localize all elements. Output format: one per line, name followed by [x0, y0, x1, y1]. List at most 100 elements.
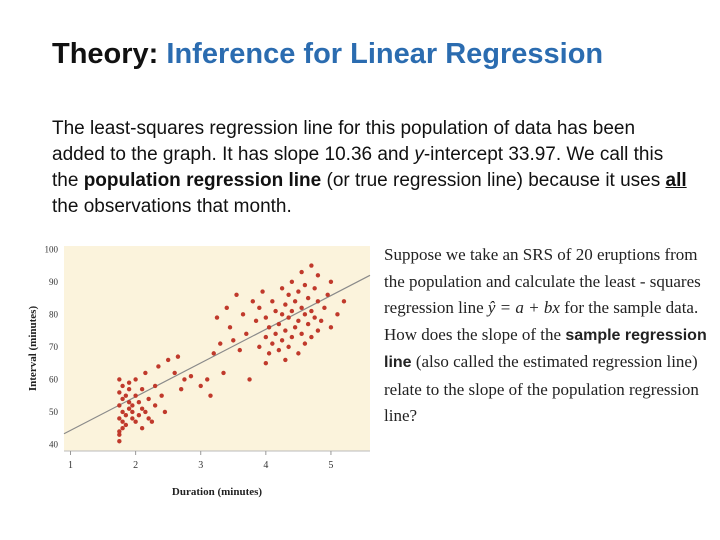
- para-part-3: (or true regression line) because it use…: [321, 170, 666, 191]
- data-point: [283, 302, 288, 307]
- data-point: [312, 286, 317, 291]
- x-axis-label: Duration (minutes): [172, 486, 262, 498]
- data-point: [123, 422, 129, 428]
- data-point: [175, 354, 181, 359]
- data-point: [231, 338, 236, 343]
- data-point: [296, 351, 301, 356]
- data-point: [136, 413, 142, 418]
- data-point: [341, 299, 347, 304]
- data-point: [149, 419, 155, 424]
- data-point: [257, 305, 262, 311]
- y-axis-label: Interval (minutes): [27, 306, 39, 392]
- data-point: [159, 393, 164, 398]
- data-point: [152, 403, 158, 408]
- data-point: [178, 386, 184, 392]
- data-point: [117, 403, 122, 408]
- data-point: [328, 325, 334, 330]
- data-point: [117, 429, 122, 434]
- data-point: [328, 279, 334, 284]
- data-point: [289, 334, 295, 340]
- data-point: [299, 331, 304, 337]
- data-point: [305, 321, 311, 327]
- data-point: [172, 370, 177, 376]
- data-point: [247, 377, 252, 382]
- data-point: [312, 315, 317, 320]
- x-tick-label: 2: [133, 460, 138, 471]
- data-point: [126, 399, 132, 405]
- y-tick-label: 80: [49, 309, 59, 319]
- side-question: Suppose we take an SRS of 20 eruptions f…: [384, 242, 714, 430]
- data-point: [286, 315, 291, 320]
- data-point: [263, 360, 269, 366]
- side-part-3: (also called the estimated regression li…: [384, 352, 699, 425]
- data-point: [120, 419, 125, 424]
- y-tick-label: 40: [49, 439, 59, 449]
- data-point: [126, 380, 132, 385]
- data-point: [133, 393, 138, 398]
- para-all: all: [665, 170, 687, 191]
- data-point: [292, 299, 298, 304]
- data-point: [260, 289, 265, 294]
- data-point: [292, 325, 298, 330]
- data-point: [139, 386, 145, 392]
- data-point: [309, 334, 314, 340]
- y-tick-label: 60: [49, 374, 59, 384]
- x-tick-label: 4: [263, 460, 268, 471]
- data-point: [188, 373, 194, 379]
- title-prefix: Theory:: [52, 38, 167, 70]
- data-point: [165, 357, 171, 363]
- data-point: [270, 341, 275, 346]
- slide-title: Theory: Inference for Linear Regression: [52, 38, 603, 71]
- data-point: [146, 416, 151, 421]
- data-point: [139, 406, 145, 411]
- para-part-2: -intercept 33.97. We call this the: [52, 144, 664, 191]
- data-point: [315, 299, 321, 304]
- data-point: [130, 403, 135, 408]
- x-tick-label: 1: [68, 460, 73, 471]
- data-point: [266, 325, 272, 330]
- data-point: [286, 292, 291, 298]
- data-point: [227, 325, 233, 330]
- data-point: [279, 286, 285, 291]
- data-point: [152, 383, 158, 389]
- side-bold-term: sample regression line: [384, 326, 707, 372]
- x-tick-label: 3: [198, 460, 203, 471]
- para-part-1: The least-squares regression line for th…: [52, 118, 636, 165]
- data-point: [279, 338, 285, 343]
- x-tick-label: 5: [328, 460, 333, 471]
- para-part-4: the observations that month.: [52, 196, 292, 217]
- data-point: [198, 383, 203, 389]
- data-point: [218, 341, 223, 346]
- data-point: [126, 386, 132, 392]
- scatter-chart: 1 2 3 4 5 40 50 60 70 80 90 100 Duration (minutes) In…: [27, 244, 371, 498]
- data-point: [123, 393, 129, 398]
- data-point: [117, 377, 122, 382]
- data-point: [299, 269, 304, 275]
- data-point: [120, 383, 125, 389]
- data-point: [257, 344, 262, 350]
- data-point: [208, 393, 213, 398]
- title-main: Inference for Linear Regression: [166, 38, 604, 70]
- data-point: [309, 308, 314, 314]
- data-point: [296, 289, 301, 294]
- data-point: [133, 377, 138, 382]
- data-point: [253, 318, 259, 324]
- data-point: [302, 341, 308, 346]
- para-bold-term: population regression line: [83, 170, 322, 191]
- data-point: [286, 344, 291, 350]
- data-point: [244, 331, 249, 337]
- data-point: [123, 413, 129, 418]
- side-part-2: for the sample data. How does the slope …: [384, 298, 699, 344]
- data-point: [214, 315, 220, 320]
- data-point: [234, 292, 239, 298]
- data-point: [221, 370, 226, 376]
- y-tick-label: 100: [45, 244, 59, 254]
- data-point: [205, 377, 210, 382]
- data-point: [289, 308, 295, 314]
- data-point: [263, 315, 269, 320]
- data-point: [237, 347, 242, 353]
- data-point: [283, 328, 288, 333]
- data-point: [139, 426, 145, 431]
- data-point: [279, 312, 285, 317]
- para-y: y: [414, 144, 424, 165]
